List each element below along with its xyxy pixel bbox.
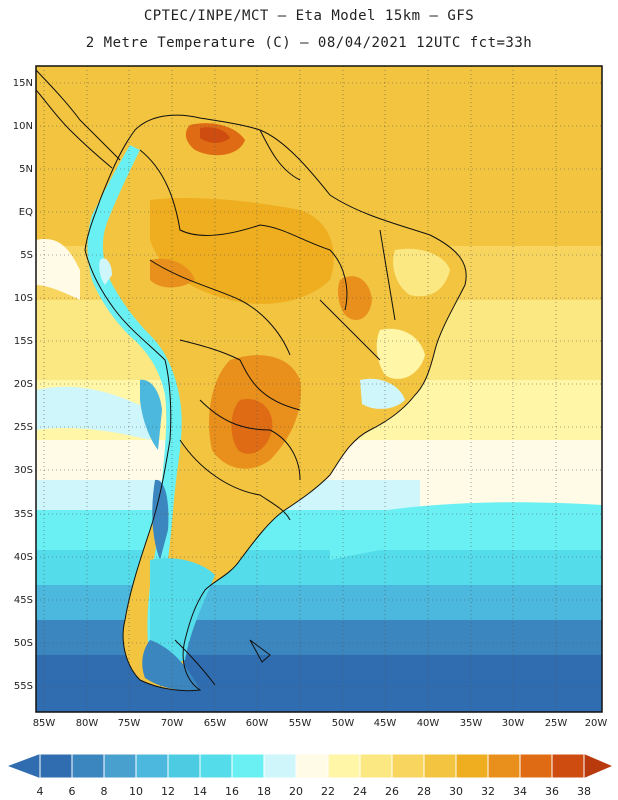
colorbar-cell bbox=[295, 753, 329, 779]
longitude-labels: 85W 80W 75W 70W 65W 60W 55W 50W 45W 40W … bbox=[33, 718, 608, 729]
lat-label: 5S bbox=[20, 250, 33, 261]
colorbar-tick-label: 30 bbox=[449, 785, 463, 798]
lon-label: 55W bbox=[289, 718, 312, 729]
colorbar-tick-label: 12 bbox=[161, 785, 175, 798]
colorbar-cell bbox=[359, 753, 393, 779]
lon-label: 30W bbox=[502, 718, 525, 729]
colorbar-tick-label: 34 bbox=[513, 785, 527, 798]
lat-label: 50S bbox=[14, 638, 33, 649]
lat-label: 35S bbox=[14, 509, 33, 520]
colorbar-low-arrow bbox=[8, 754, 40, 778]
colorbar-tick-label: 14 bbox=[193, 785, 207, 798]
colorbar-tick-label: 18 bbox=[257, 785, 271, 798]
lat-label: 40S bbox=[14, 552, 33, 563]
colorbar-cell bbox=[71, 753, 105, 779]
map-title-line2: 2 Metre Temperature (C) – 08/04/2021 12U… bbox=[85, 35, 533, 51]
colorbar-cell bbox=[327, 753, 361, 779]
lat-label: 45S bbox=[14, 595, 33, 606]
colorbar-tick-label: 24 bbox=[353, 785, 367, 798]
lon-label: 25W bbox=[545, 718, 568, 729]
colorbar-tick-label: 6 bbox=[69, 785, 76, 798]
lat-label: 20S bbox=[14, 379, 33, 390]
colorbar-tick-label: 16 bbox=[225, 785, 239, 798]
colorbar-cell bbox=[551, 753, 585, 779]
lat-label: 5N bbox=[19, 164, 33, 175]
coastlines-borders bbox=[36, 69, 467, 692]
lat-label: EQ bbox=[19, 207, 33, 218]
lon-label: 50W bbox=[332, 718, 355, 729]
colorbar-tick-label: 8 bbox=[101, 785, 108, 798]
colorbar-cell bbox=[391, 753, 425, 779]
lat-label: 15S bbox=[14, 336, 33, 347]
colorbar-tick-label: 36 bbox=[545, 785, 559, 798]
colorbar-tick-label: 28 bbox=[417, 785, 431, 798]
colorbar-tick-label: 4 bbox=[37, 785, 44, 798]
colorbar-tick-label: 38 bbox=[577, 785, 591, 798]
colorbar-high-arrow bbox=[584, 754, 612, 778]
lon-label: 40W bbox=[417, 718, 440, 729]
colorbar-cell bbox=[423, 753, 457, 779]
lon-label: 45W bbox=[374, 718, 397, 729]
temperature-colorbar: 4 6 8 10 12 14 16 18 20 22 24 26 28 30 32 34 36 38 bbox=[8, 753, 612, 798]
colorbar-cell bbox=[231, 753, 265, 779]
colorbar-cell bbox=[519, 753, 553, 779]
map-frame bbox=[35, 65, 603, 713]
map-title-line1: CPTEC/INPE/MCT – Eta Model 15km – GFS bbox=[143, 8, 475, 24]
lon-label: 65W bbox=[204, 718, 227, 729]
latitude-labels: 15N 10N 5N EQ 5S 10S 15S 20S 25S 30S 35S… bbox=[13, 78, 33, 692]
lon-label: 35W bbox=[460, 718, 483, 729]
colorbar-cell bbox=[135, 753, 169, 779]
colorbar-cell bbox=[199, 753, 233, 779]
colorbar-cell bbox=[487, 753, 521, 779]
colorbar-tick-label: 20 bbox=[289, 785, 303, 798]
lon-label: 75W bbox=[118, 718, 141, 729]
lat-label: 30S bbox=[14, 465, 33, 476]
lon-label: 70W bbox=[161, 718, 184, 729]
lat-label: 55S bbox=[14, 681, 33, 692]
lon-label: 80W bbox=[76, 718, 99, 729]
lat-label: 15N bbox=[13, 78, 33, 89]
colorbar-cell bbox=[103, 753, 137, 779]
colorbar-tick-label: 22 bbox=[321, 785, 335, 798]
lon-label: 20W bbox=[585, 718, 608, 729]
colorbar-cell bbox=[167, 753, 201, 779]
colorbar-cell bbox=[39, 753, 73, 779]
lon-label: 85W bbox=[33, 718, 56, 729]
lat-label: 25S bbox=[14, 422, 33, 433]
lon-label: 60W bbox=[246, 718, 269, 729]
colorbar-tick-label: 32 bbox=[481, 785, 495, 798]
temperature-field bbox=[36, 66, 602, 712]
lat-label: 10S bbox=[14, 293, 33, 304]
colorbar-cell bbox=[455, 753, 489, 779]
colorbar-tick-label: 10 bbox=[129, 785, 143, 798]
colorbar-tick-label: 26 bbox=[385, 785, 399, 798]
lat-label: 10N bbox=[13, 121, 33, 132]
colorbar-cell bbox=[263, 753, 297, 779]
